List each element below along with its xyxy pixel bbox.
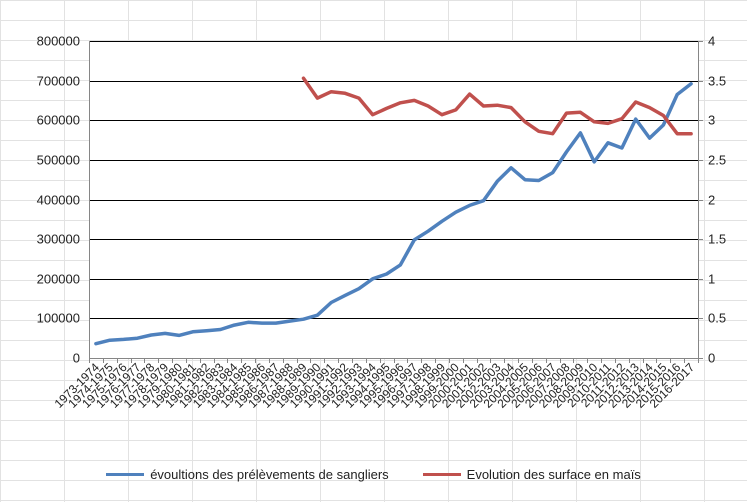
y-right-tick-label: 0 bbox=[708, 351, 715, 366]
series-line-2 bbox=[301, 76, 693, 136]
y-left-tick-label: 200000 bbox=[37, 272, 80, 287]
y-left-tick-label: 0 bbox=[73, 351, 80, 366]
legend-label-series-1: évoultions des prélèvements de sangliers bbox=[150, 466, 389, 482]
legend-item-series-2: Evolution des surface en maïs bbox=[422, 466, 641, 482]
y-right-tick-label: 0.5 bbox=[708, 311, 726, 326]
y-left-tick-label: 500000 bbox=[37, 153, 80, 168]
plot-area bbox=[89, 41, 698, 358]
y-right-tick-label: 3 bbox=[708, 113, 715, 128]
legend-item-series-1: évoultions des prélèvements de sangliers bbox=[106, 466, 389, 482]
y-left-tick-label: 300000 bbox=[37, 232, 80, 247]
y-right-tick-label: 4 bbox=[708, 34, 715, 49]
y-right-tick-label: 1 bbox=[708, 272, 715, 287]
chart-legend: évoultions des prélèvements de sangliers… bbox=[0, 462, 747, 486]
legend-label-series-2: Evolution des surface en maïs bbox=[466, 466, 641, 482]
y-left-tick-label: 600000 bbox=[37, 113, 80, 128]
y-left-tick-label: 800000 bbox=[37, 34, 80, 49]
y-right-tick-label: 2 bbox=[708, 193, 715, 208]
y-left-tick-label: 100000 bbox=[37, 311, 80, 326]
legend-swatch-series-2 bbox=[422, 472, 461, 476]
legend-swatch-series-1 bbox=[106, 472, 145, 476]
y-right-tick-label: 1.5 bbox=[708, 232, 726, 247]
y-right-tick-label: 2.5 bbox=[708, 153, 726, 168]
y-left-tick-label: 700000 bbox=[37, 74, 80, 89]
y-left-tick-label: 400000 bbox=[37, 193, 80, 208]
y-right-tick-label: 3.5 bbox=[708, 74, 726, 89]
series-line-1 bbox=[94, 82, 693, 346]
